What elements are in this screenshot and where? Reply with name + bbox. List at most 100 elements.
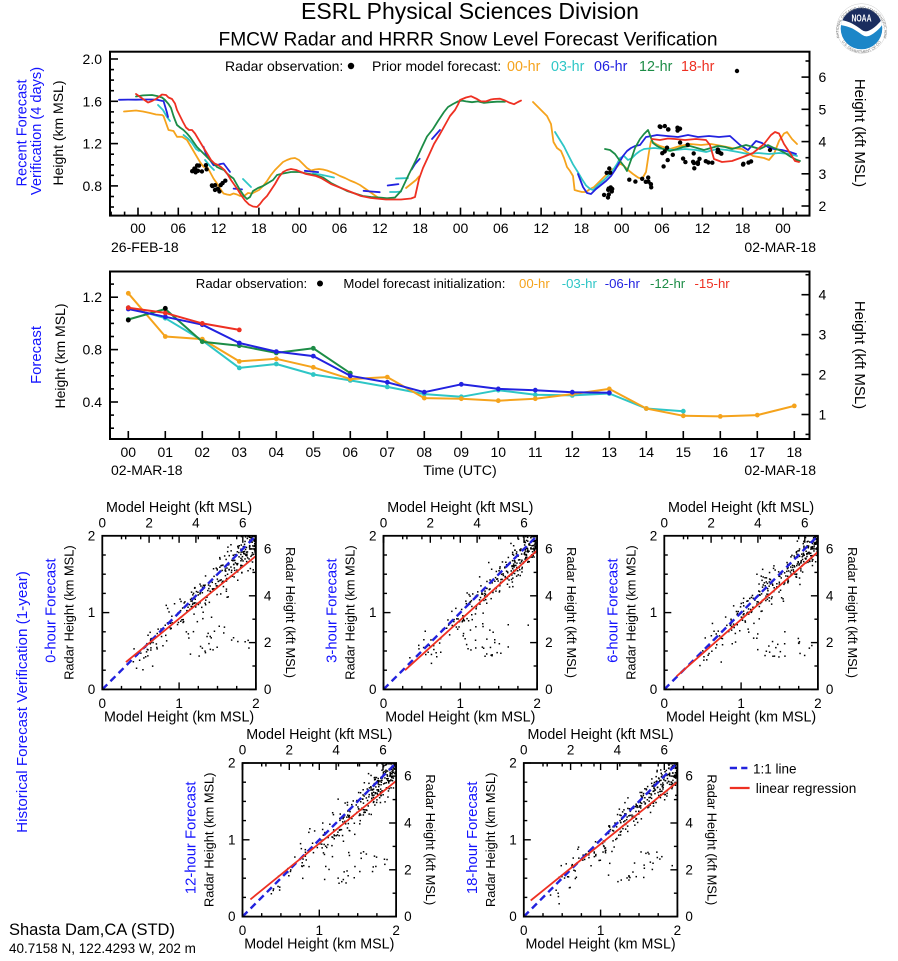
svg-text:00: 00 <box>775 220 791 236</box>
svg-text:Height (km MSL): Height (km MSL) <box>52 303 68 408</box>
svg-text:11: 11 <box>528 444 543 460</box>
svg-text:0: 0 <box>661 696 669 711</box>
svg-text:2: 2 <box>228 756 236 771</box>
svg-text:0: 0 <box>264 682 272 697</box>
svg-text:05: 05 <box>306 444 322 460</box>
svg-text:2: 2 <box>145 515 153 530</box>
svg-text:17: 17 <box>750 444 766 460</box>
svg-text:26-FEB-18: 26-FEB-18 <box>111 239 179 255</box>
svg-text:Time (UTC): Time (UTC) <box>423 463 497 479</box>
svg-text:2: 2 <box>826 635 834 650</box>
svg-text:04: 04 <box>269 444 285 460</box>
svg-text:Shasta Dam,CA (STD): Shasta Dam,CA (STD) <box>9 921 175 939</box>
svg-text:Radar Height (km MSL): Radar Height (km MSL) <box>623 545 638 679</box>
svg-text:6: 6 <box>239 515 247 530</box>
svg-text:Radar observation:: Radar observation: <box>225 58 343 74</box>
svg-text:0.8: 0.8 <box>83 178 103 194</box>
svg-text:1.6: 1.6 <box>83 93 103 109</box>
svg-text:6: 6 <box>826 541 834 556</box>
svg-text:00: 00 <box>291 220 307 236</box>
svg-text:2: 2 <box>545 635 553 650</box>
svg-text:06: 06 <box>493 220 509 236</box>
svg-text:4: 4 <box>819 287 827 303</box>
svg-text:0: 0 <box>228 909 236 924</box>
svg-text:0: 0 <box>826 682 834 697</box>
svg-text:2: 2 <box>819 198 827 214</box>
svg-text:0: 0 <box>380 515 388 530</box>
svg-text:Recent Forecast: Recent Forecast <box>15 79 31 186</box>
svg-text:14: 14 <box>639 444 655 460</box>
svg-text:Forecast: Forecast <box>29 325 45 384</box>
svg-text:4: 4 <box>473 515 481 530</box>
svg-text:2: 2 <box>286 743 294 758</box>
svg-text:Height (km MSL): Height (km MSL) <box>50 80 66 185</box>
svg-text:0.8: 0.8 <box>83 342 103 358</box>
svg-text:FMCW Radar and HRRR Snow Level: FMCW Radar and HRRR Snow Level Forecast … <box>218 30 717 51</box>
svg-text:1: 1 <box>316 923 324 938</box>
svg-text:0: 0 <box>404 909 412 924</box>
svg-text:1: 1 <box>88 605 96 620</box>
svg-text:6: 6 <box>801 515 809 530</box>
svg-text:12-hour Forecast: 12-hour Forecast <box>184 781 200 894</box>
svg-text:2.0: 2.0 <box>83 51 103 67</box>
svg-text:3-hour Forecast: 3-hour Forecast <box>325 558 341 662</box>
svg-text:2: 2 <box>509 756 517 771</box>
svg-text:0: 0 <box>369 682 377 697</box>
svg-text:Radar Height (km MSL): Radar Height (km MSL) <box>483 773 498 907</box>
svg-text:4: 4 <box>754 515 762 530</box>
svg-text:1: 1 <box>457 696 465 711</box>
svg-text:4: 4 <box>614 743 622 758</box>
svg-text:00: 00 <box>121 444 137 460</box>
svg-text:Radar Height (km MSL): Radar Height (km MSL) <box>61 545 76 679</box>
svg-text:Model Height (km MSL): Model Height (km MSL) <box>385 709 535 725</box>
svg-text:0: 0 <box>650 682 658 697</box>
svg-text:6: 6 <box>545 541 553 556</box>
svg-text:03-hr: 03-hr <box>551 59 585 75</box>
svg-text:03: 03 <box>232 444 248 460</box>
svg-text:Model Height (kft MSL): Model Height (kft MSL) <box>246 727 392 743</box>
svg-text:Model Height (kft MSL): Model Height (kft MSL) <box>387 500 533 516</box>
svg-text:12: 12 <box>533 220 549 236</box>
svg-text:2: 2 <box>567 743 575 758</box>
svg-text:2: 2 <box>533 696 541 711</box>
svg-text:06: 06 <box>171 220 187 236</box>
svg-text:15: 15 <box>676 444 692 460</box>
svg-text:0: 0 <box>239 923 247 938</box>
svg-text:2: 2 <box>707 515 715 530</box>
svg-text:4: 4 <box>264 588 272 603</box>
svg-text:0: 0 <box>88 682 96 697</box>
svg-text:18: 18 <box>251 220 267 236</box>
svg-text:Radar Height (kft MSL): Radar Height (kft MSL) <box>845 547 860 678</box>
svg-text:4: 4 <box>192 515 200 530</box>
svg-text:0: 0 <box>239 743 247 758</box>
svg-text:12: 12 <box>565 444 581 460</box>
svg-text:4: 4 <box>826 588 834 603</box>
svg-text:2: 2 <box>392 923 400 938</box>
svg-text:0: 0 <box>545 682 553 697</box>
svg-text:Radar Height (km MSL): Radar Height (km MSL) <box>343 545 358 679</box>
svg-text:08: 08 <box>417 444 433 460</box>
svg-text:1.2: 1.2 <box>83 289 103 305</box>
svg-text:06-hr: 06-hr <box>594 59 628 75</box>
svg-text:0: 0 <box>520 923 528 938</box>
svg-text:00: 00 <box>453 220 469 236</box>
svg-text:Radar Height (km MSL): Radar Height (km MSL) <box>202 773 217 907</box>
svg-text:Model Height (kft MSL): Model Height (kft MSL) <box>106 500 252 516</box>
svg-text:2: 2 <box>369 528 377 543</box>
svg-text:-03-hr: -03-hr <box>562 276 598 291</box>
svg-text:00: 00 <box>614 220 630 236</box>
svg-text:12: 12 <box>372 220 388 236</box>
svg-text:2: 2 <box>819 367 827 383</box>
svg-text:40.7158 N, 122.4293 W, 202 m: 40.7158 N, 122.4293 W, 202 m <box>9 941 196 956</box>
svg-text:4: 4 <box>685 815 693 830</box>
svg-text:-06-hr: -06-hr <box>605 276 641 291</box>
svg-text:02: 02 <box>195 444 211 460</box>
svg-text:06: 06 <box>332 220 348 236</box>
svg-text:13: 13 <box>602 444 618 460</box>
svg-text:07: 07 <box>380 444 396 460</box>
svg-text:3: 3 <box>819 327 827 343</box>
svg-text:Model Height (kft MSL): Model Height (kft MSL) <box>527 727 673 743</box>
svg-text:1:1 line: 1:1 line <box>753 762 797 777</box>
svg-text:Radar Height (kft MSL): Radar Height (kft MSL) <box>283 547 298 678</box>
svg-text:02-MAR-18: 02-MAR-18 <box>744 239 816 255</box>
